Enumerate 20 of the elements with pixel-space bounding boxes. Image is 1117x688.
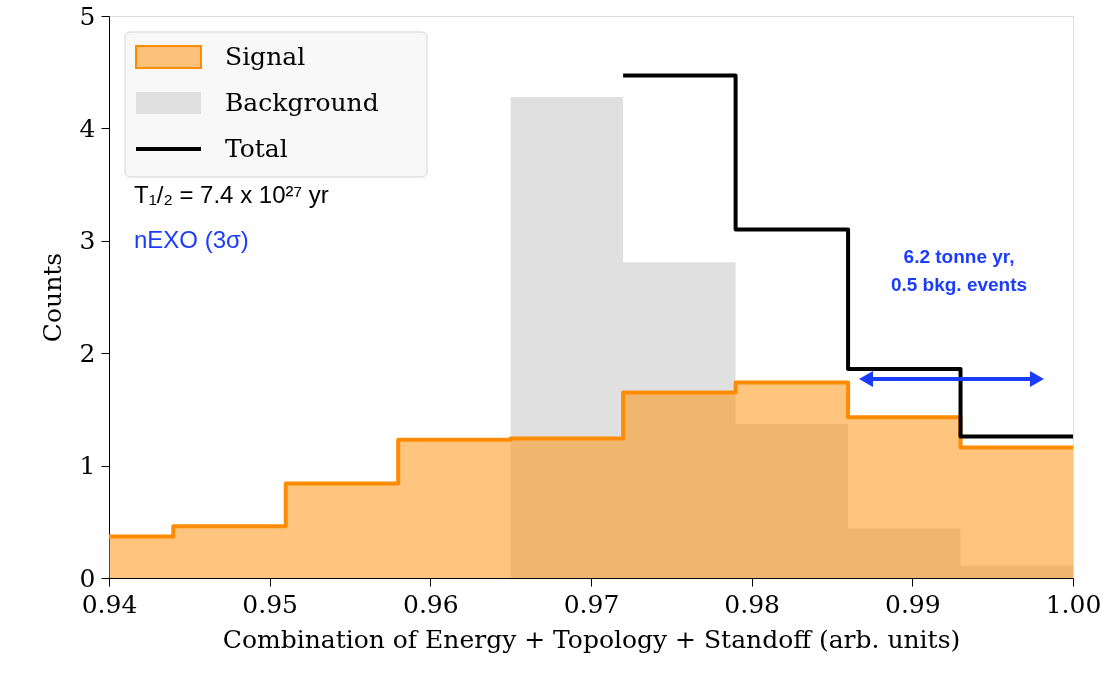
legend-label: Background [225, 88, 379, 117]
legend-label: Total [225, 134, 288, 163]
x-axis-title: Combination of Energy + Topology + Standoff (arb. units) [222, 624, 961, 654]
y-tick-label: 5 [79, 1, 96, 31]
annotation: nEXO (3σ) [134, 226, 249, 253]
y-tick-label: 3 [79, 226, 96, 256]
x-tick-label: 0.98 [724, 589, 780, 619]
annotation: T₁/₂ = 7.4 x 10²⁷ yr [134, 181, 329, 208]
line-series [621, 73, 1075, 439]
y-axis-title: Counts [37, 252, 67, 343]
x-tick-label: 1.00 [1045, 589, 1102, 619]
y-tick-label: 2 [79, 338, 96, 368]
y-tick-label: 1 [79, 451, 96, 481]
x-tick-label: 0.97 [563, 589, 620, 619]
x-tick-label: 0.96 [403, 589, 459, 619]
legend-label: Signal [225, 42, 306, 71]
x-tick-label: 0.99 [885, 589, 941, 619]
annotation: 6.2 tonne yr, 0.5 bkg. events [890, 246, 1028, 295]
x-tick-label: 0.95 [242, 589, 298, 619]
y-tick-label: 4 [79, 113, 96, 143]
